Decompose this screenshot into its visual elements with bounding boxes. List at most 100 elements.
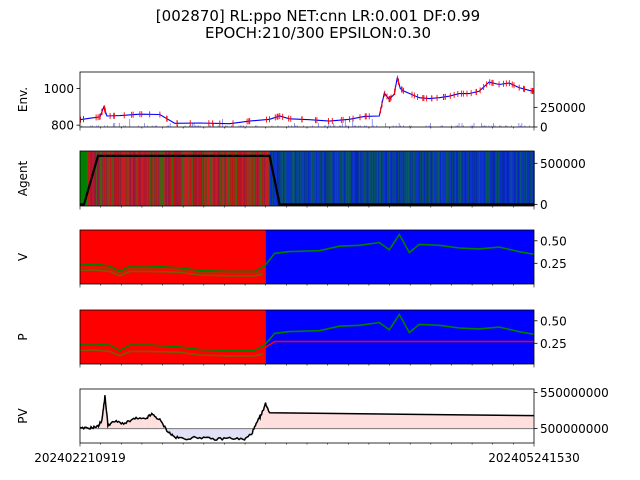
- action-stripe: [167, 151, 170, 206]
- action-stripe: [468, 151, 470, 206]
- action-stripe: [131, 151, 134, 206]
- volume-bar: [385, 123, 387, 127]
- action-stripe: [337, 151, 340, 206]
- action-stripe: [521, 151, 523, 206]
- volume-bar: [138, 125, 140, 127]
- x-end-label: 202405241530: [488, 451, 580, 465]
- volume-bar: [529, 125, 530, 127]
- action-stripe: [485, 151, 487, 206]
- action-stripe: [454, 151, 456, 206]
- pv-fill: [80, 396, 534, 440]
- action-stripe: [92, 151, 94, 206]
- volume-bar: [255, 125, 256, 127]
- action-stripe: [435, 151, 437, 206]
- action-stripe: [406, 151, 409, 206]
- action-stripe: [254, 151, 257, 206]
- action-stripe: [332, 151, 334, 206]
- action-stripe: [297, 151, 299, 206]
- volume-bar: [317, 123, 319, 127]
- pv-gain-area: [265, 403, 270, 429]
- action-stripe: [260, 151, 262, 206]
- left-tick-label: 1000: [43, 82, 74, 96]
- action-stripe: [481, 151, 483, 206]
- region-sell: [265, 230, 534, 284]
- action-stripe: [356, 151, 358, 206]
- action-stripe: [120, 151, 122, 206]
- action-stripe: [440, 151, 442, 206]
- action-stripe: [93, 151, 95, 206]
- right-tick-label: 0.25: [540, 337, 567, 351]
- action-stripe: [205, 151, 207, 206]
- action-stripe: [530, 151, 533, 206]
- action-stripe: [350, 151, 352, 206]
- action-stripe: [456, 151, 458, 206]
- action-stripe: [309, 151, 312, 206]
- action-stripe: [512, 151, 514, 206]
- volume-bar: [323, 125, 325, 127]
- action-stripe: [519, 151, 521, 206]
- action-stripe: [370, 151, 372, 206]
- action-stripe: [140, 151, 143, 206]
- action-stripe: [215, 151, 217, 206]
- action-stripe: [285, 151, 287, 206]
- action-stripe: [517, 151, 519, 206]
- action-stripe: [214, 151, 216, 206]
- action-stripe: [251, 151, 253, 206]
- action-stripe: [171, 151, 173, 206]
- action-stripe: [148, 151, 151, 206]
- action-stripe: [361, 151, 363, 206]
- action-stripe: [197, 151, 199, 206]
- action-stripe: [484, 151, 486, 206]
- action-stripe: [405, 151, 407, 206]
- volume-bar: [213, 123, 214, 127]
- action-stripe: [389, 151, 392, 206]
- volume-bar: [271, 125, 273, 127]
- action-stripe: [480, 151, 482, 206]
- action-stripe: [199, 151, 201, 206]
- right-tick-label: 0.50: [540, 234, 567, 248]
- volume-bar: [189, 125, 190, 127]
- volume-bar: [195, 125, 196, 127]
- action-stripe: [417, 151, 419, 206]
- pv-gain-area: [134, 418, 145, 429]
- action-stripe: [114, 151, 117, 206]
- volume-bar: [166, 125, 168, 127]
- action-stripe: [513, 151, 516, 206]
- action-stripe: [81, 151, 83, 206]
- action-stripe: [420, 151, 422, 206]
- action-stripe: [458, 151, 460, 206]
- volume-bar: [485, 125, 487, 127]
- action-stripe: [108, 151, 110, 206]
- action-stripe: [333, 151, 335, 206]
- action-stripe: [343, 151, 345, 206]
- action-stripe: [229, 151, 231, 206]
- action-stripe: [80, 151, 82, 206]
- action-stripe: [398, 151, 401, 206]
- action-stripe: [116, 151, 118, 206]
- action-stripe: [278, 151, 280, 206]
- action-stripe: [102, 151, 104, 206]
- action-stripe: [136, 151, 138, 206]
- action-stripe: [327, 151, 329, 206]
- action-stripe: [157, 151, 159, 206]
- action-stripe: [212, 151, 214, 206]
- action-stripe: [523, 151, 525, 206]
- action-stripe: [483, 151, 485, 206]
- volume-bar: [344, 119, 346, 127]
- action-stripe: [85, 151, 87, 206]
- action-stripe: [381, 151, 384, 206]
- action-stripe: [170, 151, 172, 206]
- volume-bar: [511, 125, 512, 127]
- action-stripe: [262, 151, 265, 206]
- action-stripe: [268, 151, 270, 206]
- action-stripe: [349, 151, 351, 206]
- action-stripe: [172, 151, 174, 206]
- action-stripe: [424, 151, 427, 206]
- action-stripe: [316, 151, 318, 206]
- action-stripe: [110, 151, 112, 206]
- volume-bar: [518, 123, 520, 127]
- env-panel: Env. 1000 800 250000 0: [16, 71, 586, 135]
- y-axis-label: Agent: [16, 160, 30, 196]
- volume-bar: [494, 125, 496, 127]
- action-stripe: [86, 151, 88, 206]
